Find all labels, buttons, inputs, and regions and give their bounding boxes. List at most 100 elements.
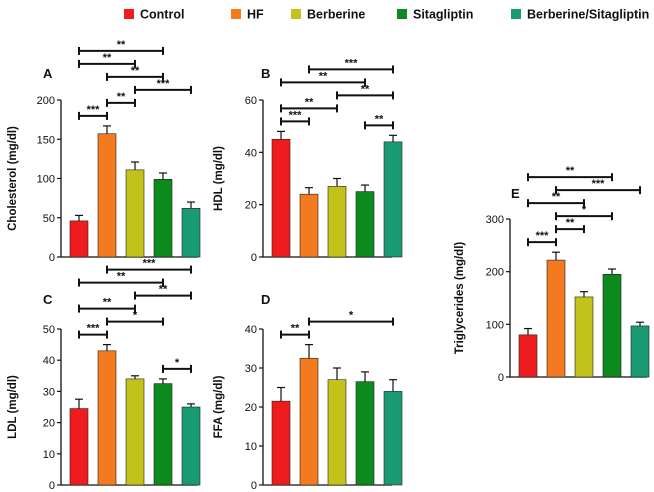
- legend-swatch: [291, 9, 301, 19]
- y-tick-label: 20: [43, 418, 55, 430]
- significance-label: ***: [289, 109, 303, 121]
- y-tick-label: 50: [43, 324, 55, 336]
- significance-bracket: *: [555, 204, 613, 221]
- significance-bracket: **: [555, 217, 585, 234]
- y-tick-label: 200: [37, 95, 55, 107]
- significance-label: ***: [143, 258, 157, 270]
- legend-item: Berberine/Sitagliptin: [511, 8, 649, 22]
- significance-bracket: **: [78, 271, 164, 287]
- bar-control: [271, 400, 291, 486]
- significance-bracket: ***: [555, 178, 641, 195]
- bar-sitagliptin: [153, 178, 173, 258]
- legend-item: Control: [124, 8, 184, 22]
- bar-berberine: [574, 296, 594, 378]
- bar-control: [69, 408, 89, 486]
- bar-hf: [97, 133, 117, 258]
- significance-label: **: [103, 297, 112, 309]
- significance-bracket: **: [280, 96, 338, 113]
- significance-bracket: **: [78, 297, 136, 313]
- significance-bracket: ***: [78, 104, 108, 120]
- significance-label: **: [117, 271, 126, 283]
- significance-bracket: **: [527, 191, 585, 208]
- bar-control: [271, 138, 291, 258]
- bar-control: [69, 220, 89, 258]
- significance-bracket: **: [280, 323, 310, 339]
- y-tick-label: 300: [486, 214, 504, 226]
- significance-label: **: [566, 165, 575, 177]
- significance-bracket: **: [364, 113, 394, 130]
- significance-label: **: [159, 284, 168, 296]
- y-tick-label: 100: [486, 319, 504, 331]
- y-tick-label: 30: [245, 363, 257, 375]
- legend-swatch: [511, 9, 521, 19]
- legend-label: Berberine/Sitagliptin: [527, 8, 649, 22]
- legend-label: Control: [140, 8, 184, 22]
- significance-label: **: [117, 39, 126, 51]
- significance-label: ***: [157, 78, 171, 90]
- significance-bracket: *: [106, 310, 164, 326]
- y-tick-label: 20: [245, 200, 257, 212]
- bar-sitagliptin: [355, 191, 375, 258]
- significance-label: ***: [87, 323, 101, 335]
- y-tick-label: 0: [251, 252, 257, 264]
- significance-label: ***: [536, 230, 550, 242]
- significance-bracket: **: [78, 52, 136, 68]
- significance-label: **: [361, 83, 370, 95]
- legend-label: Berberine: [307, 8, 365, 22]
- y-tick-label: 50: [43, 213, 55, 225]
- legend-swatch: [124, 9, 134, 19]
- bar-hf: [546, 259, 566, 378]
- legend: Control HF Berberine Sitagliptin Berberine/S…: [124, 8, 649, 22]
- panel-letter: C: [43, 292, 53, 307]
- significance-label: *: [582, 204, 587, 216]
- significance-bracket: *: [308, 310, 394, 326]
- significance-label: ***: [592, 178, 606, 190]
- significance-bracket: *: [162, 357, 192, 373]
- legend-label: Sitagliptin: [413, 8, 473, 22]
- legend-item: Sitagliptin: [397, 8, 473, 22]
- bar-berberine: [327, 379, 347, 486]
- significance-bracket: ***: [78, 323, 108, 339]
- significance-bracket: ***: [308, 57, 394, 74]
- y-tick-label: 40: [245, 147, 257, 159]
- y-tick-label: 40: [245, 324, 257, 336]
- y-tick-label: 30: [43, 386, 55, 398]
- significance-bracket: **: [527, 165, 613, 182]
- y-tick-label: 0: [49, 252, 55, 264]
- panel-letter: B: [261, 66, 270, 81]
- significance-bracket: **: [134, 284, 192, 300]
- significance-bracket: ***: [134, 78, 192, 94]
- y-tick-label: 100: [37, 174, 55, 186]
- y-axis-title: HDL (mg/dl): [213, 146, 225, 211]
- legend-item: Berberine: [291, 8, 365, 22]
- bar-berberine-sitagliptin: [181, 406, 201, 486]
- significance-label: **: [131, 65, 140, 77]
- significance-label: **: [291, 323, 300, 335]
- y-tick-label: 0: [251, 480, 257, 492]
- y-tick-label: 10: [245, 441, 257, 453]
- significance-label: **: [103, 52, 112, 64]
- bar-berberine-sitagliptin: [383, 391, 403, 486]
- significance-label: **: [117, 91, 126, 103]
- y-tick-label: 20: [245, 402, 257, 414]
- bar-hf: [299, 357, 319, 486]
- bar-sitagliptin: [602, 273, 622, 378]
- y-tick-label: 0: [498, 372, 504, 384]
- significance-bracket: ***: [280, 109, 310, 126]
- bar-berberine: [327, 186, 347, 258]
- y-axis-title: Cholesterol (mg/dl): [7, 126, 19, 231]
- significance-bracket: **: [78, 39, 164, 55]
- significance-label: ***: [345, 57, 359, 69]
- bar-hf: [97, 350, 117, 486]
- y-tick-label: 40: [43, 355, 55, 367]
- bar-berberine-sitagliptin: [630, 325, 650, 378]
- significance-bracket: ***: [527, 230, 557, 247]
- y-axis-title: LDL (mg/dl): [7, 375, 19, 439]
- legend-label: HF: [247, 8, 264, 22]
- significance-label: **: [552, 191, 561, 203]
